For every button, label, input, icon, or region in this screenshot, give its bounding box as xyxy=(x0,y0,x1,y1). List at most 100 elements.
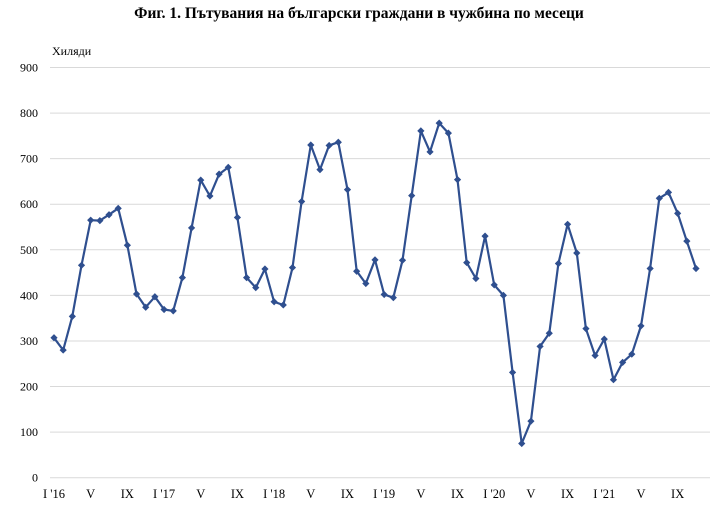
diamond-marker xyxy=(637,322,645,330)
diamond-marker xyxy=(215,170,223,178)
y-tick-label: 0 xyxy=(32,471,38,485)
diamond-marker xyxy=(362,279,370,288)
diamond-marker xyxy=(683,237,691,245)
x-tick-label: I '16 xyxy=(43,487,65,501)
diamond-marker xyxy=(160,305,168,314)
diamond-marker xyxy=(481,232,489,240)
x-tick-label: I '21 xyxy=(593,487,615,501)
x-tick-label: IX xyxy=(341,487,354,501)
diamond-marker xyxy=(353,267,361,275)
diamond-marker xyxy=(655,194,663,202)
x-axis-ticks: I '16 V IX I '17 V IX I '18 V IX I '19 V IX I '20 V IX… xyxy=(43,487,684,501)
diamond-marker xyxy=(206,192,214,200)
y-tick-label: 200 xyxy=(20,380,38,394)
diamond-marker xyxy=(536,342,544,351)
y-tick-label: 900 xyxy=(20,61,38,75)
diamond-marker xyxy=(389,294,397,302)
diamond-marker xyxy=(444,129,452,137)
diamond-marker xyxy=(233,213,242,222)
diamond-marker xyxy=(573,249,581,257)
diamond-marker xyxy=(261,265,269,273)
y-tick-label: 300 xyxy=(20,334,38,348)
diamond-marker xyxy=(197,176,205,184)
diamond-marker xyxy=(619,358,627,366)
diamond-marker xyxy=(243,274,251,282)
diamond-marker xyxy=(325,141,333,150)
diamond-marker xyxy=(114,204,122,212)
diamond-marker xyxy=(600,335,608,343)
diamond-marker xyxy=(435,119,443,127)
diamond-marker xyxy=(224,163,232,171)
y-axis-unit-label: Хиляди xyxy=(52,44,92,58)
diamond-marker xyxy=(426,148,434,156)
diamond-marker xyxy=(508,368,517,377)
diamond-marker xyxy=(545,329,553,337)
diamond-marker xyxy=(298,197,306,206)
diamond-marker xyxy=(463,258,471,267)
diamond-marker xyxy=(591,351,599,360)
diamond-marker xyxy=(334,138,342,146)
diamond-marker xyxy=(187,224,196,232)
x-tick-label: V xyxy=(306,487,315,501)
x-tick-label: I '19 xyxy=(373,487,395,501)
x-tick-label: IX xyxy=(561,487,574,501)
x-tick-label: V xyxy=(416,487,425,501)
diamond-marker xyxy=(609,376,618,384)
diamond-marker xyxy=(490,281,498,289)
series-line xyxy=(53,121,698,445)
diamond-marker xyxy=(453,176,462,184)
diamond-marker xyxy=(518,439,526,448)
diamond-marker xyxy=(499,291,507,299)
x-tick-label: IX xyxy=(451,487,464,501)
gridlines xyxy=(50,67,710,479)
x-tick-label: IX xyxy=(671,487,684,501)
diamond-marker xyxy=(564,220,572,228)
y-tick-label: 400 xyxy=(20,288,38,302)
diamond-marker xyxy=(398,256,407,264)
diamond-marker xyxy=(472,274,480,283)
diamond-marker xyxy=(87,216,95,224)
y-tick-label: 700 xyxy=(20,152,38,166)
diamond-marker xyxy=(68,312,76,320)
y-axis-ticks: 0 100 200 300 400 500 600 700 800 900 xyxy=(20,61,38,485)
diamond-marker xyxy=(279,301,287,309)
y-tick-label: 600 xyxy=(20,197,38,211)
diamond-marker xyxy=(123,241,131,249)
diamond-marker xyxy=(132,290,141,298)
diamond-marker xyxy=(527,417,535,425)
x-tick-label: IX xyxy=(121,487,134,501)
diamond-marker xyxy=(105,211,113,219)
x-tick-label: I '20 xyxy=(483,487,505,501)
diamond-marker xyxy=(628,350,636,358)
diamond-marker xyxy=(59,346,67,354)
x-tick-label: V xyxy=(526,487,535,501)
diamond-marker xyxy=(408,191,416,200)
diamond-marker xyxy=(554,259,563,268)
diamond-marker xyxy=(77,261,86,269)
diamond-marker xyxy=(288,263,297,272)
diamond-marker xyxy=(664,188,673,196)
diamond-marker xyxy=(50,334,58,342)
diamond-marker xyxy=(692,264,700,273)
x-tick-label: V xyxy=(636,487,645,501)
diamond-marker xyxy=(343,186,352,194)
diamond-marker xyxy=(674,209,682,217)
x-tick-label: V xyxy=(86,487,95,501)
diamond-marker xyxy=(582,325,590,333)
diamond-marker xyxy=(142,303,150,311)
diamond-marker xyxy=(380,290,388,299)
x-tick-label: I '18 xyxy=(263,487,285,501)
diamond-marker xyxy=(307,141,315,149)
x-tick-label: I '17 xyxy=(153,487,175,501)
diamond-marker xyxy=(96,217,104,225)
diamond-marker xyxy=(270,298,278,306)
diamond-marker xyxy=(316,165,324,174)
diamond-marker xyxy=(646,264,654,273)
diamond-marker xyxy=(371,256,379,264)
diamond-marker xyxy=(417,127,425,135)
y-tick-label: 800 xyxy=(20,106,38,120)
x-tick-label: V xyxy=(196,487,205,501)
chart-title: Фиг. 1. Пътувания на български граждани … xyxy=(134,5,584,22)
diamond-marker xyxy=(151,293,159,301)
